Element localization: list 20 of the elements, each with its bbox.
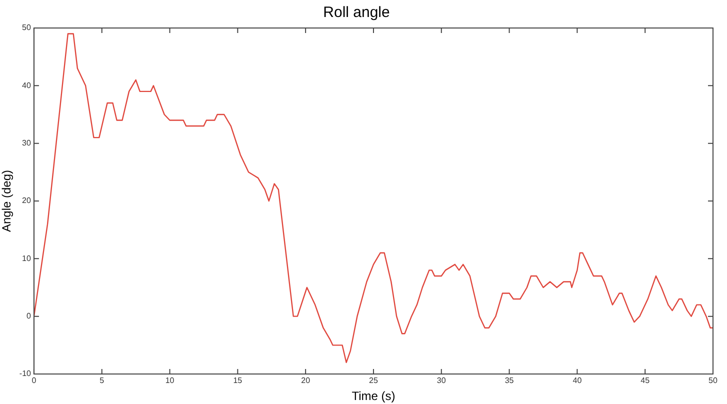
x-axis-title: Time (s) [352,389,396,404]
y-tick-label: 0 [26,312,32,321]
x-tick-label: 45 [640,376,650,386]
x-tick-label: 20 [301,376,311,386]
x-tick-label: 50 [708,376,718,386]
y-axis-title: Angle (deg) [0,170,14,232]
y-tick-label: 20 [22,196,32,206]
x-tick-label: 40 [572,376,582,386]
y-tick-label: 50 [22,23,32,32]
x-tick-label: 10 [165,376,175,386]
y-tick-label: -10 [19,369,32,378]
y-tick-label: 40 [22,80,32,90]
y-tick-label: 10 [22,254,32,263]
x-tick-label: 5 [100,376,105,386]
x-tick-label: 35 [504,376,514,386]
x-tick-label: 15 [233,376,243,386]
x-tick-label: 25 [369,376,378,386]
chart-title: Roll angle [323,4,390,22]
x-tick-label: 30 [436,376,446,386]
y-tick-label: 30 [22,138,32,148]
